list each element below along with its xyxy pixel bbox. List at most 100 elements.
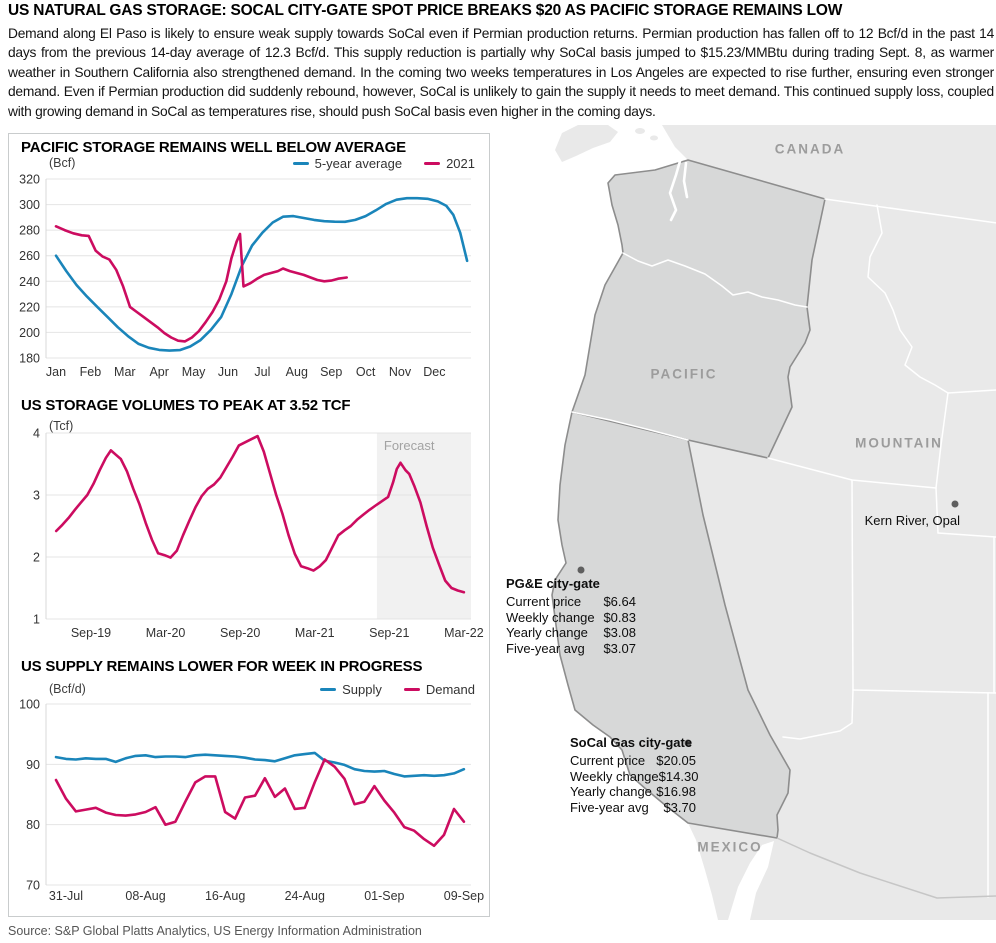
- svg-text:16-Aug: 16-Aug: [205, 889, 245, 903]
- y-axis-unit: (Tcf): [49, 419, 74, 433]
- map-label-mexico: MEXICO: [697, 839, 763, 855]
- svg-text:70: 70: [26, 879, 40, 893]
- row-label: Yearly change: [570, 784, 652, 799]
- chart-pacific-storage: 320 300 280 260 240 220 200 180 Jan Feb Mar Apr May J…: [19, 173, 471, 379]
- callout-row: Five-year avg $3.70: [570, 800, 696, 816]
- svg-text:180: 180: [19, 352, 40, 366]
- callout-row: Weekly change $0.83: [506, 610, 636, 626]
- legend-item: Demand: [403, 682, 475, 697]
- svg-text:240: 240: [19, 275, 40, 289]
- svg-text:Dec: Dec: [423, 365, 445, 379]
- kern-river-opal-label: Kern River, Opal: [864, 513, 960, 528]
- svg-text:31-Jul: 31-Jul: [49, 889, 83, 903]
- charts-panel: PACIFIC STORAGE REMAINS WELL BELOW AVERA…: [8, 133, 490, 917]
- line-swatch-blue: [320, 687, 337, 692]
- row-value: $6.64: [603, 594, 636, 609]
- svg-text:Apr: Apr: [149, 365, 168, 379]
- y-axis-unit: (Bcf/d): [49, 682, 86, 696]
- map-region-pacific-nw: [571, 159, 826, 459]
- callout-pge-city-gate: PG&E city-gate Current price $6.64 Weekl…: [506, 576, 636, 656]
- callout-socal-city-gate: SoCal Gas city-gate Current price $20.05…: [570, 735, 699, 816]
- svg-text:280: 280: [19, 224, 40, 238]
- callout-row: Current price $6.64: [506, 594, 636, 610]
- svg-text:Mar-21: Mar-21: [295, 626, 335, 640]
- svg-text:Jul: Jul: [254, 365, 270, 379]
- puget-sound: [668, 159, 689, 222]
- callout-row: Five-year avg $3.07: [506, 641, 636, 657]
- svg-text:Nov: Nov: [389, 365, 412, 379]
- legend-item: Supply: [320, 682, 382, 697]
- chart-us-supply-demand: 100 90 80 70 31-Jul 08-Aug 16-Aug 24-Aug 01-Sep 0…: [19, 698, 484, 904]
- svg-text:Oct: Oct: [356, 365, 376, 379]
- gulf-of-california: [728, 841, 774, 920]
- row-value: $0.83: [603, 609, 636, 625]
- legend-label: 2021: [446, 156, 475, 171]
- marker-socal-city-gate: [684, 739, 692, 747]
- marker-pge-city-gate: [577, 566, 585, 574]
- svg-text:3: 3: [33, 489, 40, 503]
- map-mexico-border: [776, 837, 996, 899]
- row-value: $14.30: [658, 768, 699, 784]
- svg-text:08-Aug: 08-Aug: [125, 889, 165, 903]
- marker-kern-river-opal: [951, 500, 959, 508]
- callout-row: Weekly change $14.30: [570, 768, 699, 785]
- svg-text:Mar: Mar: [114, 365, 136, 379]
- row-value: $3.08: [603, 625, 636, 640]
- svg-text:200: 200: [19, 326, 40, 340]
- chart-title-pacific-storage: PACIFIC STORAGE REMAINS WELL BELOW AVERA…: [21, 139, 406, 156]
- row-value: $3.70: [663, 799, 696, 815]
- legend-item: 5-year average: [292, 156, 403, 171]
- line-swatch-blue: [292, 161, 309, 166]
- map-label-canada: CANADA: [774, 141, 846, 157]
- line-swatch-pink: [424, 161, 441, 166]
- row-value: $3.07: [603, 640, 636, 656]
- svg-text:Sep-20: Sep-20: [220, 626, 260, 640]
- chart-us-storage-volumes: Forecast 4 3 2 1 Sep-19 Mar-20 Sep-20 Mar-21 Sep-…: [33, 427, 484, 641]
- legend-pacific: 5-year average 2021: [292, 156, 475, 171]
- line-swatch-pink: [403, 687, 420, 692]
- callout-row: Yearly change $16.98: [570, 784, 696, 800]
- row-label: Weekly change: [570, 768, 659, 784]
- legend-label: 5-year average: [314, 156, 403, 171]
- callout-title: PG&E city-gate: [506, 576, 600, 591]
- svg-text:100: 100: [19, 698, 40, 712]
- map-svg: [551, 125, 996, 920]
- row-label: Five-year avg: [570, 799, 649, 815]
- svg-text:May: May: [182, 365, 206, 379]
- page-title: US NATURAL GAS STORAGE: SOCAL CITY-GATE …: [8, 2, 843, 19]
- map-island: [650, 135, 658, 141]
- svg-text:Forecast: Forecast: [384, 438, 435, 453]
- svg-text:Mar-20: Mar-20: [146, 626, 186, 640]
- legend-label: Demand: [425, 682, 475, 697]
- svg-text:Mar-22: Mar-22: [444, 626, 484, 640]
- svg-text:09-Sep: 09-Sep: [444, 889, 484, 903]
- svg-text:1: 1: [33, 613, 40, 627]
- svg-text:Feb: Feb: [80, 365, 102, 379]
- svg-text:01-Sep: 01-Sep: [364, 889, 404, 903]
- callout-row: Current price $20.05: [570, 753, 696, 769]
- callout-title: SoCal Gas city-gate: [570, 735, 693, 750]
- y-axis-unit: (Bcf): [49, 156, 76, 170]
- west-us-map: CANADA PACIFIC MOUNTAIN MEXICO Kern Rive…: [500, 125, 996, 920]
- legend-supply: Supply Demand: [320, 682, 475, 697]
- svg-text:Sep: Sep: [320, 365, 342, 379]
- legend-item: 2021: [424, 156, 475, 171]
- svg-text:80: 80: [26, 818, 40, 832]
- svg-text:320: 320: [19, 173, 40, 187]
- svg-text:220: 220: [19, 300, 40, 314]
- intro-paragraph: Demand along El Paso is likely to ensure…: [8, 26, 994, 119]
- svg-text:300: 300: [19, 198, 40, 212]
- chart-title-us-storage: US STORAGE VOLUMES TO PEAK AT 3.52 TCF: [21, 397, 351, 414]
- row-label: Current price: [570, 753, 646, 768]
- svg-text:Aug: Aug: [286, 365, 308, 379]
- legend-label: Supply: [342, 682, 382, 697]
- map-label-mountain: MOUNTAIN: [855, 435, 943, 451]
- source-note: Source: S&P Global Platts Analytics, US …: [8, 924, 422, 938]
- svg-text:2: 2: [33, 551, 40, 565]
- row-label: Weekly change: [506, 609, 595, 625]
- svg-text:90: 90: [26, 758, 40, 772]
- row-label: Five-year avg: [506, 640, 585, 656]
- svg-text:260: 260: [19, 249, 40, 263]
- callout-row: Yearly change $3.08: [506, 625, 636, 641]
- svg-text:Jan: Jan: [46, 365, 66, 379]
